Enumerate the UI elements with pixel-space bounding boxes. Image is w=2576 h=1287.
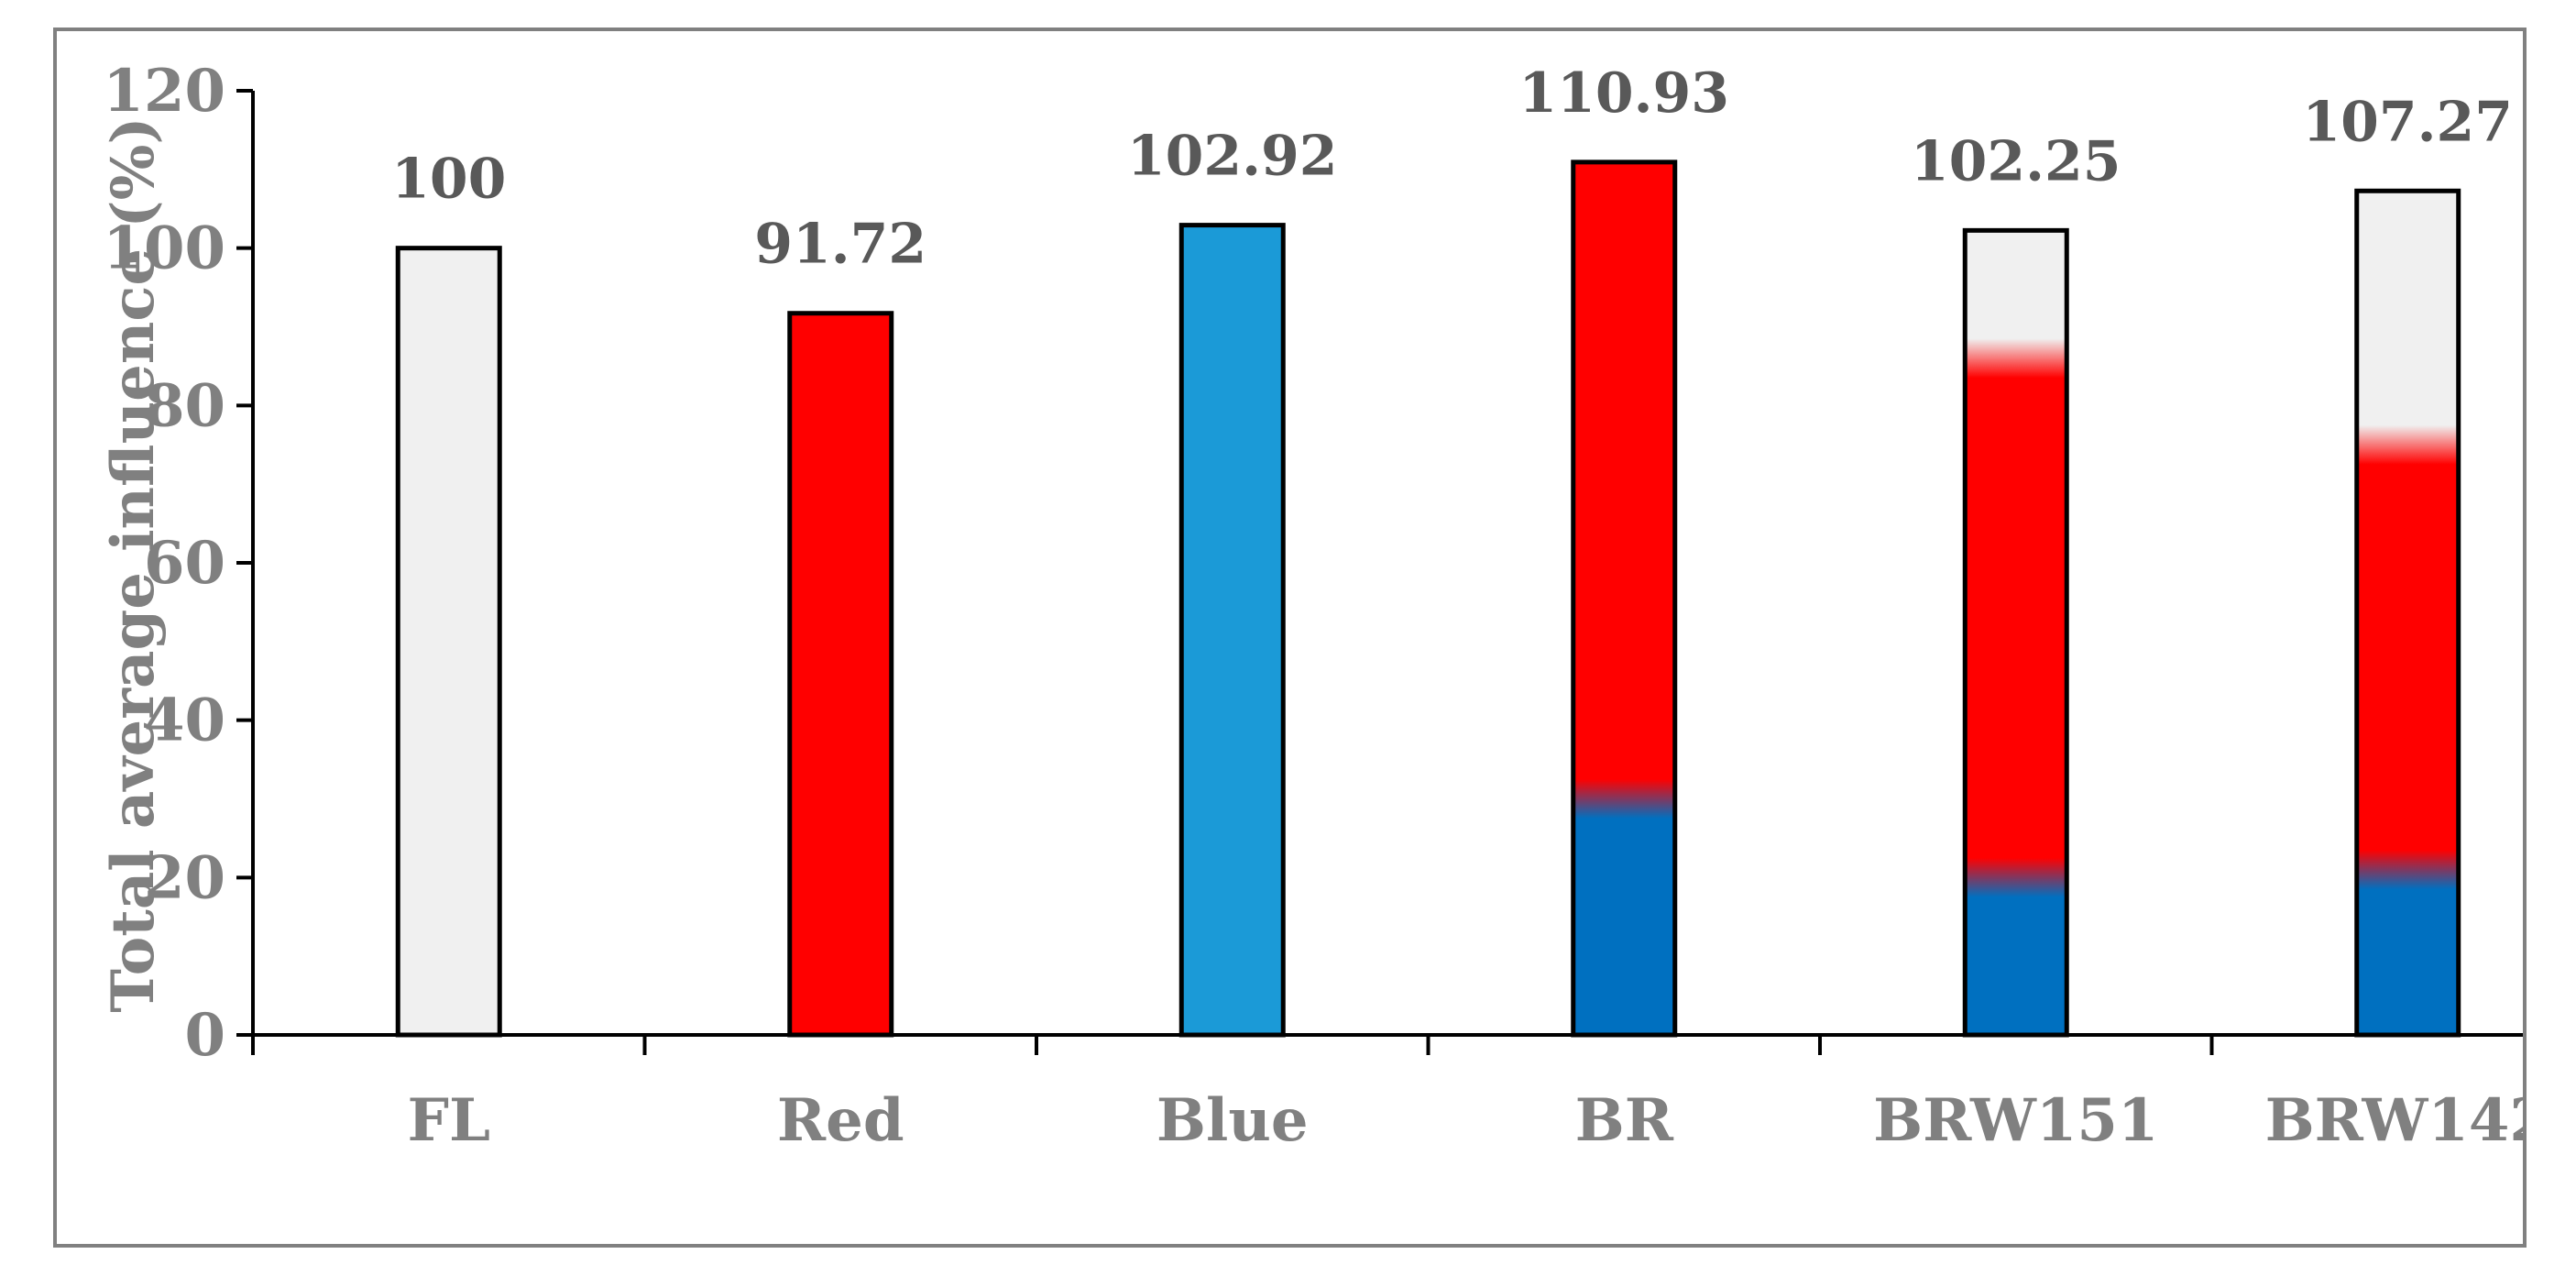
bar-brw142 [2356, 191, 2459, 1035]
data-label: 91.72 [754, 213, 926, 277]
data-label: 107.27 [2302, 90, 2513, 154]
bar-brw151 [1965, 230, 2067, 1035]
data-label: 102.25 [1911, 129, 2121, 193]
x-tick-label: Red [777, 1086, 904, 1155]
x-tick-label: Blue [1156, 1086, 1309, 1155]
x-tick-label: BR [1575, 1086, 1674, 1155]
bar-blue [1181, 225, 1284, 1035]
y-tick-label: 80 [144, 371, 225, 440]
bar-br [1573, 161, 1675, 1035]
y-tick-label: 100 [103, 214, 225, 283]
data-label: 102.92 [1127, 125, 1338, 189]
y-tick-label: 40 [144, 687, 225, 755]
y-tick-label: 20 [144, 843, 225, 912]
bars-group [395, 160, 2461, 1038]
bar-fl [398, 248, 500, 1035]
labels-group: 0 20 40 60 80 100 120 100 FL 91.72 Red 102.92 Blue 11… [103, 57, 2523, 1155]
y-tick-label: 60 [144, 529, 225, 598]
data-label: 100 [391, 148, 506, 212]
axes-group [236, 89, 2523, 1055]
x-tick-label: FL [408, 1086, 490, 1155]
y-tick-label: 0 [184, 1001, 225, 1070]
data-label: 110.93 [1518, 61, 1729, 126]
bar-chart: 0 20 40 60 80 100 120 100 FL 91.72 Red 102.92 Blue 11… [99, 57, 2523, 1155]
x-tick-label: BRW142 [2265, 1086, 2523, 1155]
x-tick-label: BRW151 [1873, 1086, 2158, 1155]
bar-red [789, 313, 892, 1035]
chart-frame: 0 20 40 60 80 100 120 100 FL 91.72 Red 102.92 Blue 11… [53, 28, 2527, 1248]
y-axis-label: Total average influence (%) [99, 116, 168, 1012]
y-tick-label: 120 [103, 57, 225, 126]
